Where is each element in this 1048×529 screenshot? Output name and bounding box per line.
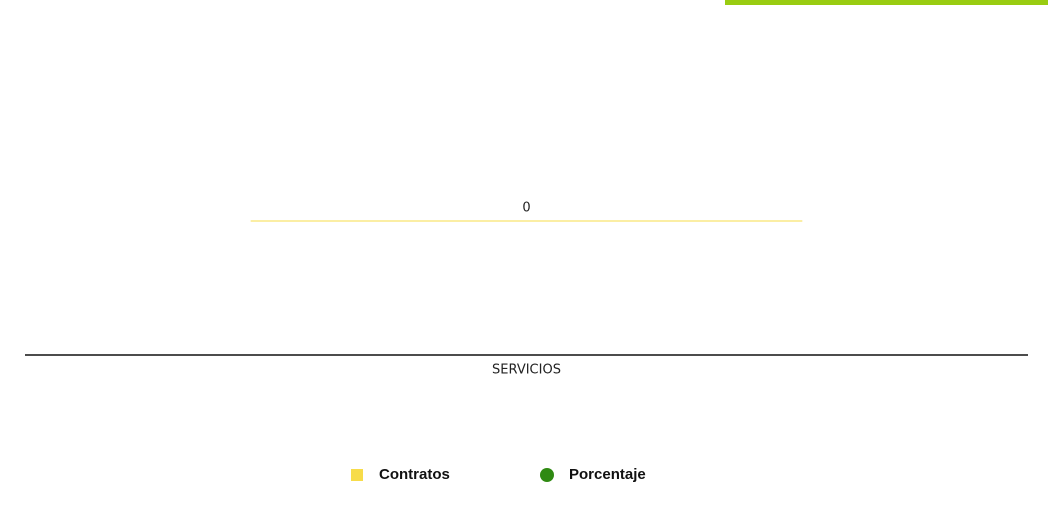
data-label: 0: [522, 201, 530, 216]
legend-swatch: [540, 468, 554, 482]
bar: [250, 220, 803, 222]
x-tick-label: SERVICIOS: [492, 363, 561, 378]
accent-bar: [725, 0, 1048, 5]
legend-swatch: [351, 469, 363, 481]
legend-label: Contratos: [379, 466, 450, 483]
legend-label: Porcentaje: [569, 466, 646, 483]
